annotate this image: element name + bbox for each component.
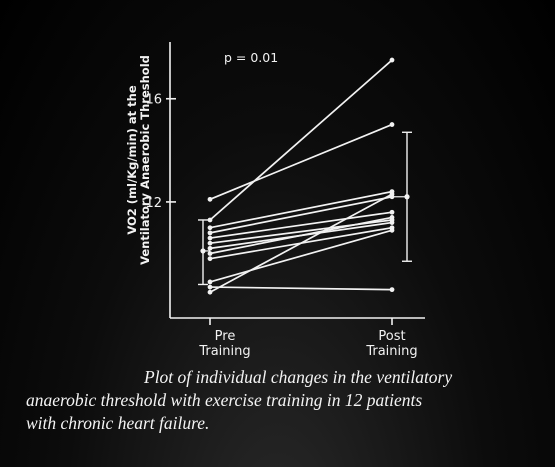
patient-line-11	[209, 286, 393, 291]
x-tick-label-pre-line-2: Training	[198, 344, 250, 359]
patient-pre-point-11	[207, 284, 213, 290]
patient-line-1	[209, 123, 393, 201]
patient-pre-point-10	[207, 279, 213, 285]
patient-line-3	[209, 190, 393, 229]
patient-line-10	[209, 229, 393, 283]
figure-caption: Plot of individual changes in the ventil…	[26, 366, 546, 435]
patient-pre-point-8	[207, 251, 213, 256]
patient-pre-point-7	[207, 245, 213, 251]
patient-pre-point-1	[207, 196, 213, 202]
patient-pre-point-9	[207, 256, 213, 262]
patient-line-4	[209, 195, 393, 234]
patient-post-point-11	[389, 287, 395, 293]
patient-post-point-8	[389, 215, 395, 220]
y-axis-label-line-1: VO2 (ml/Kg/min) at the	[125, 85, 139, 235]
patient-line-5	[209, 211, 393, 239]
patient-line-12	[209, 193, 393, 293]
patient-post-point-2	[389, 57, 395, 63]
caption-line-1: Plot of individual changes in the ventil…	[144, 367, 453, 387]
y-tick-label-16: 16	[145, 93, 162, 108]
x-tick-label-post-line-2: Training	[365, 344, 417, 359]
patient-post-point-10	[389, 227, 395, 233]
patient-pre-point-3	[207, 225, 213, 231]
y-tick-label-12: 12	[145, 196, 162, 211]
y-axis-label-line-2: Ventilatory Anaerobic Threshold	[138, 55, 152, 265]
p-value-annotation: p = 0.01	[224, 50, 278, 65]
x-tick-label-post-line-1: Post	[378, 329, 405, 344]
patient-pre-point-12	[207, 289, 213, 295]
patient-post-point-12	[389, 191, 395, 197]
chart-marks	[198, 57, 412, 295]
patient-pre-point-4	[207, 230, 213, 236]
patient-line-8	[209, 216, 393, 255]
patient-post-point-7	[389, 220, 395, 225]
x-tick-label-pre-line-1: Pre	[215, 329, 236, 344]
patient-pre-point-6	[207, 240, 213, 246]
caption-line-2: anaerobic threshold with exercise traini…	[26, 390, 423, 410]
chart-axes	[166, 42, 425, 325]
patient-pre-point-5	[207, 235, 213, 241]
patient-line-2	[209, 59, 393, 221]
patient-post-point-5	[389, 209, 395, 215]
patient-pre-point-2	[207, 217, 213, 223]
caption-line-3: with chronic heart failure.	[26, 413, 210, 433]
patient-post-point-1	[389, 122, 395, 127]
